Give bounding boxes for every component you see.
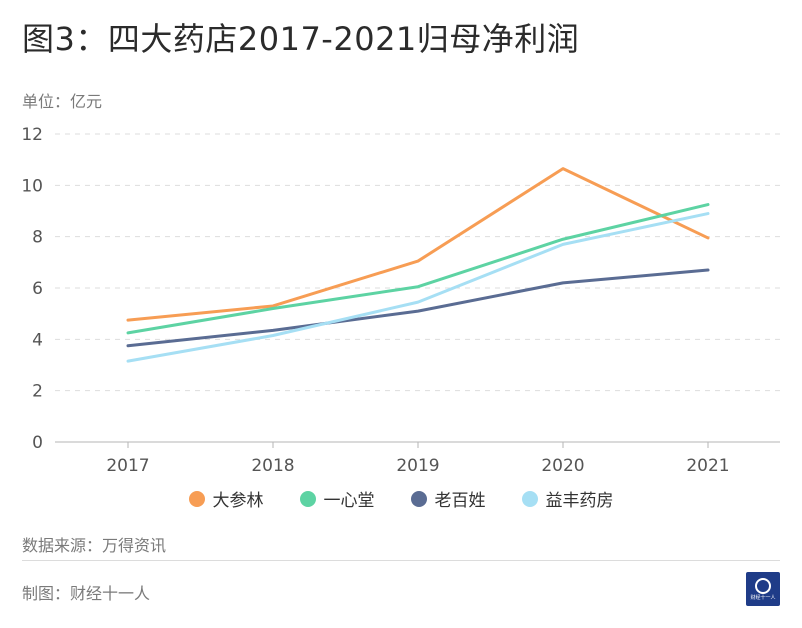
y-tick-label: 0	[32, 433, 43, 453]
legend-label: 一心堂	[323, 491, 375, 511]
chart-title: 图3：四大药店2017-2021归母净利润	[22, 20, 580, 58]
legend-marker	[299, 490, 316, 507]
y-tick-label: 12	[21, 125, 43, 145]
unit-label: 单位：亿元	[22, 92, 103, 111]
divider	[22, 560, 780, 561]
series-line	[126, 203, 710, 335]
legend-label: 益丰药房	[545, 491, 614, 511]
x-tick-label: 2019	[396, 456, 439, 476]
series-line	[126, 212, 710, 363]
data-source: 数据来源：万得资讯	[22, 536, 167, 555]
legend-item: 大参林	[188, 486, 264, 511]
x-tick-label: 2021	[686, 456, 729, 476]
chart-maker: 制图：财经十一人	[22, 584, 151, 603]
legend-marker	[410, 490, 427, 507]
legend-item: 老百姓	[410, 486, 486, 511]
legend-label: 大参林	[212, 491, 264, 511]
y-tick-label: 10	[21, 176, 43, 196]
series-line	[126, 167, 710, 322]
y-tick-label: 8	[32, 228, 43, 248]
series-line	[126, 268, 710, 348]
logo-text: 财经十一人	[750, 594, 776, 601]
y-tick-label: 4	[32, 330, 43, 350]
legend-label: 老百姓	[434, 491, 486, 511]
legend-marker	[521, 490, 538, 507]
legend: 大参林 一心堂 老百姓 益丰药房	[0, 486, 802, 511]
legend-item: 益丰药房	[521, 486, 614, 511]
x-tick-label: 2018	[251, 456, 294, 476]
y-tick-label: 6	[32, 279, 43, 299]
publisher-logo: 财经十一人	[746, 572, 780, 606]
y-tick-label: 2	[32, 382, 43, 402]
line-chart: 0 2 4 6 8 10 12 2017 2018 2019 2020 2021	[21, 125, 780, 476]
legend-item: 一心堂	[299, 486, 375, 511]
x-tick-label: 2017	[106, 456, 149, 476]
legend-marker	[188, 490, 205, 507]
x-tick-label: 2020	[541, 456, 584, 476]
globe-icon	[755, 577, 771, 594]
